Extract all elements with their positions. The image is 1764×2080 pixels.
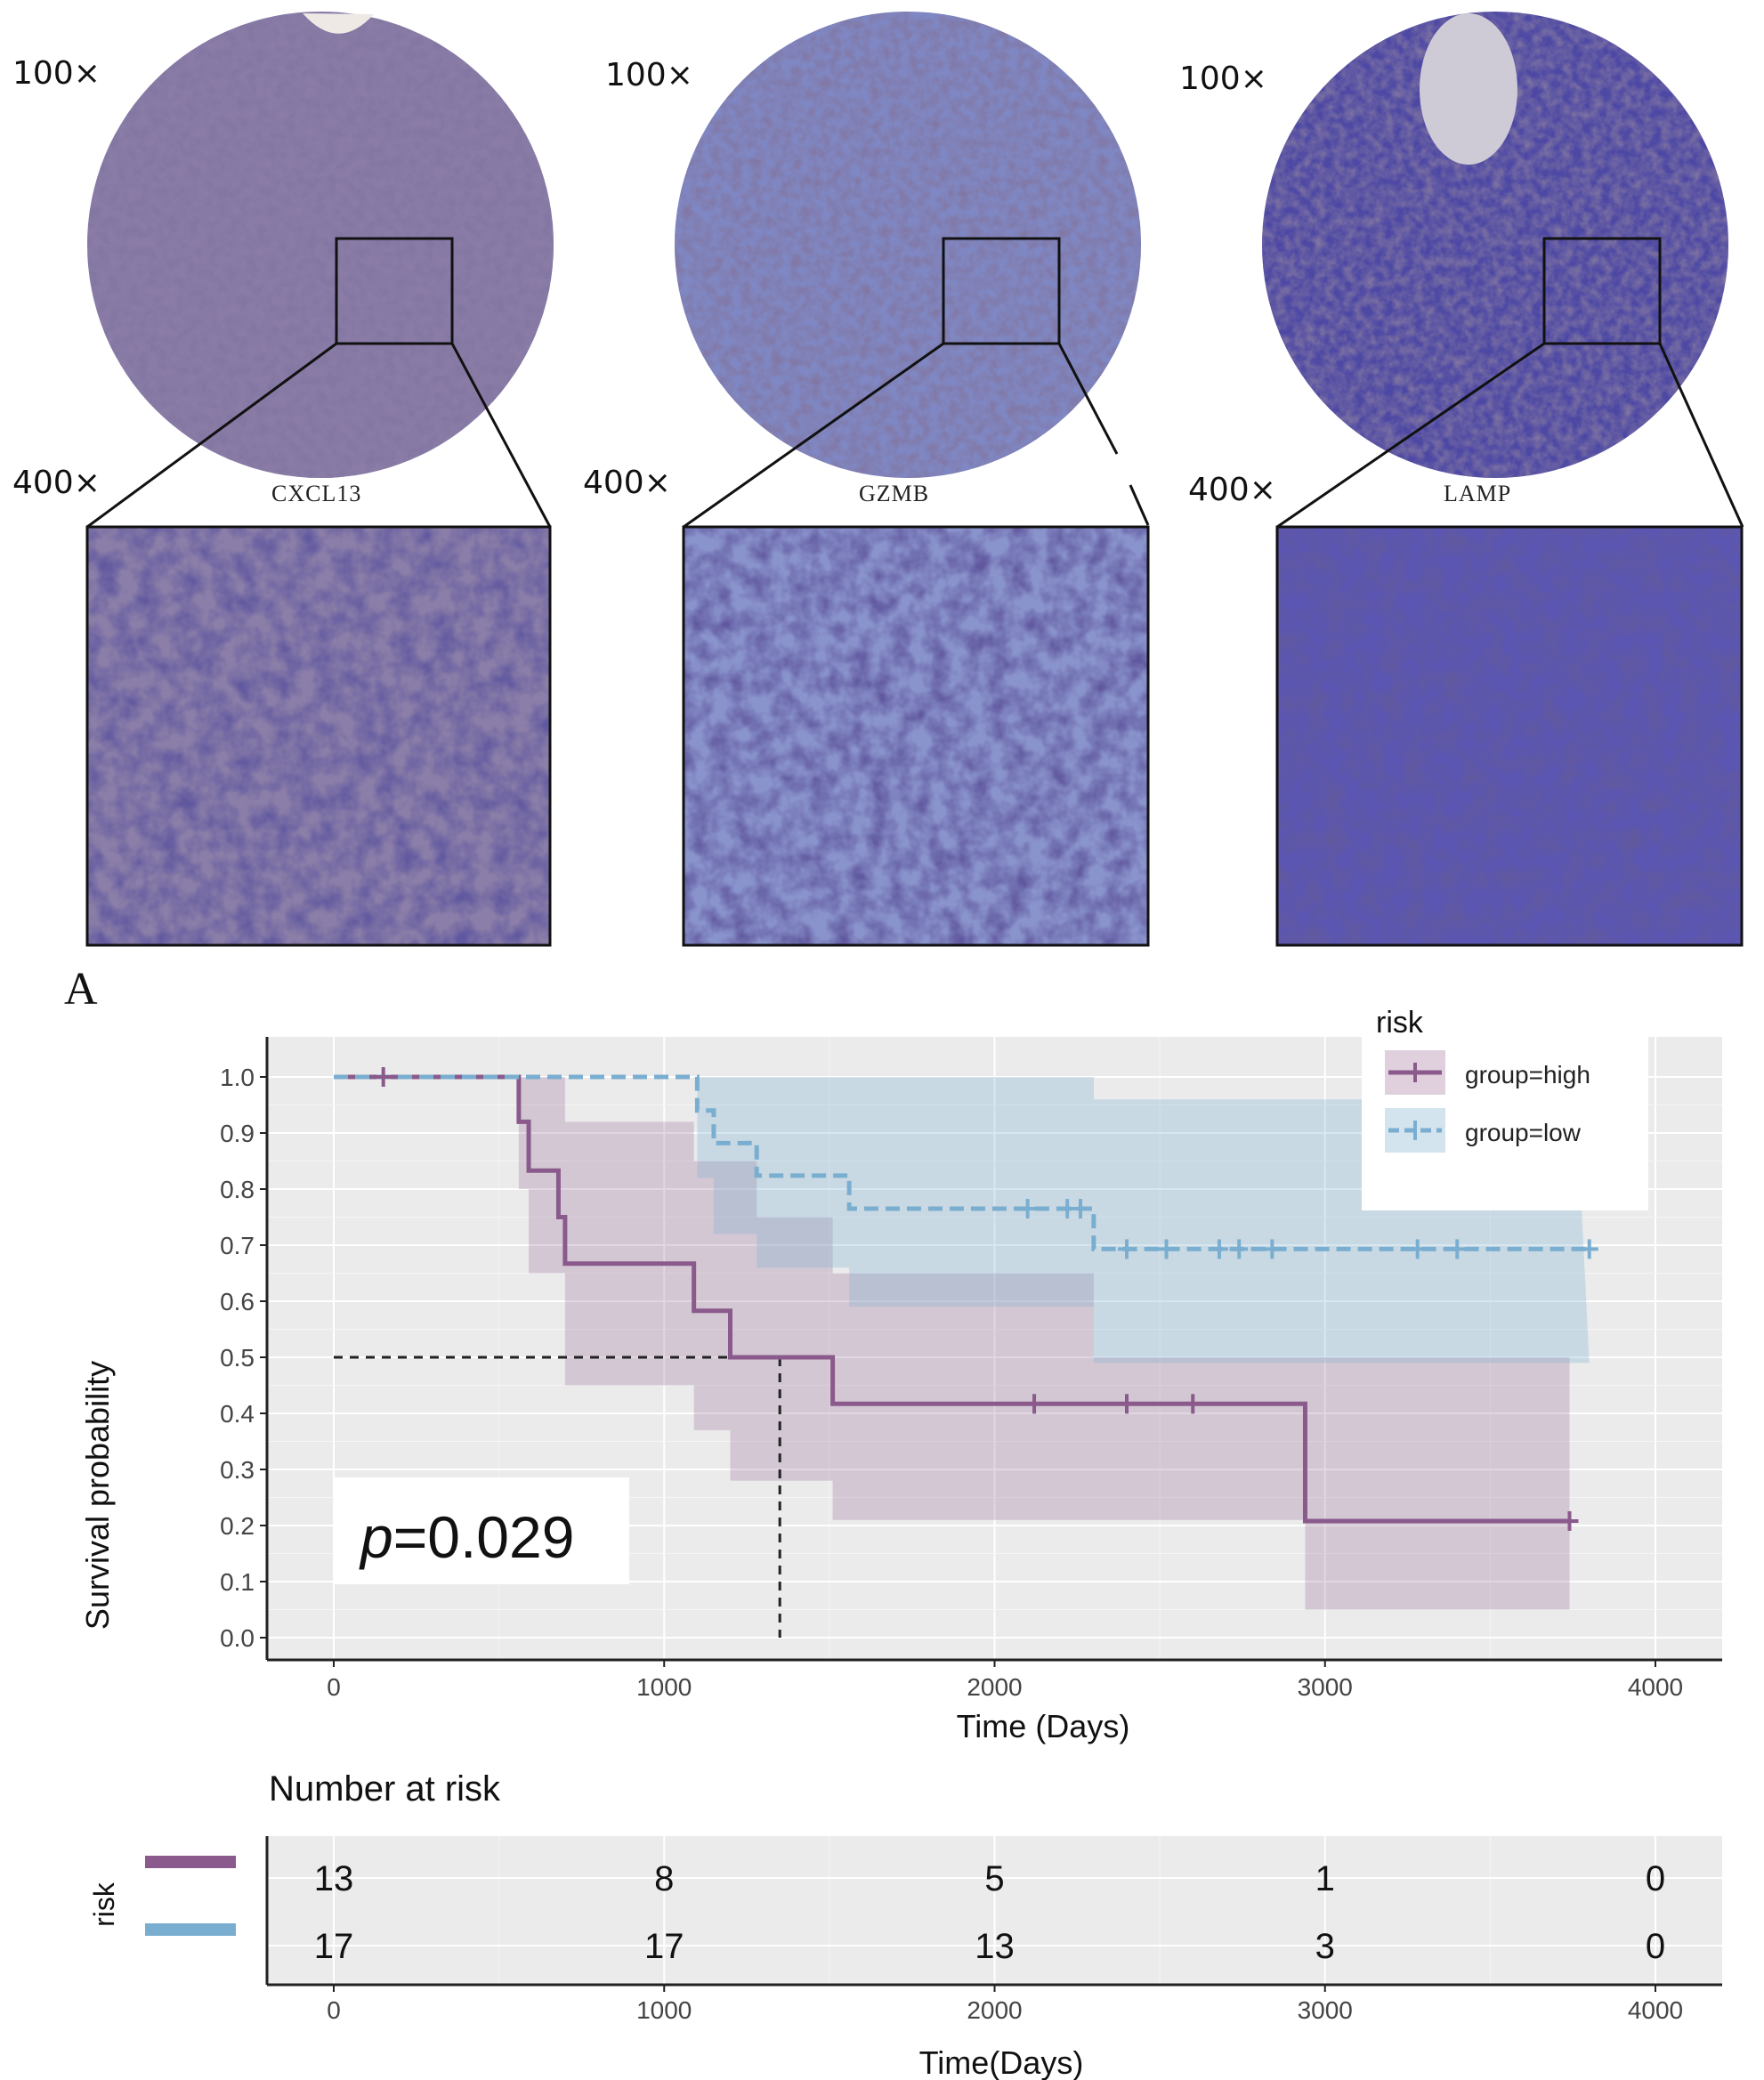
lamp-zoom-line-left bbox=[1276, 342, 1545, 529]
risk-table-x-tick-label: 0 bbox=[327, 1996, 341, 2024]
gzmb-zoom-line-right-end bbox=[1129, 484, 1150, 526]
censor-marks bbox=[374, 1067, 1598, 1531]
cxcl13-stain-label: CXCL13 bbox=[271, 481, 362, 506]
legend-key-high bbox=[1385, 1050, 1445, 1095]
kaplan-meier-chart: 0.0 0.1 0.2 0.3 0.4 0.5 0.6 0.7 0.8 0.9 1.0 0 1000 20… bbox=[79, 1006, 1722, 1744]
risk-table-axis: 0 1000 2000 3000 4000 bbox=[265, 1836, 1722, 2024]
risk-table-cell: 3 bbox=[1315, 1927, 1335, 1966]
risk-table-gridlines bbox=[267, 1836, 1722, 1985]
x-tick-label: 0 bbox=[327, 1673, 341, 1701]
gzmb-zoom-line-left bbox=[683, 342, 944, 529]
p-value-text: =0.029 bbox=[393, 1504, 575, 1570]
risk-table-y-title: risk bbox=[88, 1882, 120, 1927]
risk-table-cell: 13 bbox=[975, 1927, 1015, 1966]
risk-table-x-title: Time(Days) bbox=[919, 2044, 1084, 2080]
gzmb-high-mag-field bbox=[682, 525, 1150, 947]
risk-table-cell: 0 bbox=[1646, 1927, 1665, 1966]
risk-row-key-1 bbox=[145, 1923, 236, 1936]
risk-table-x-tick-label: 4000 bbox=[1628, 1996, 1683, 2024]
cxcl13-zoom-box bbox=[335, 237, 454, 345]
lamp-high-mag-field bbox=[1275, 525, 1744, 947]
y-tick-label: 0.5 bbox=[220, 1344, 255, 1372]
histology-panel: 100× 400× CXCL13 100× 400× GZMB 100× 400… bbox=[0, 0, 1764, 1015]
ci-band-series-1 bbox=[334, 1077, 1590, 1364]
ci-band-series-0 bbox=[334, 1077, 1570, 1610]
risk-row-key-0 bbox=[145, 1856, 236, 1868]
legend-label-high: group=high bbox=[1465, 1061, 1590, 1089]
y-tick-label: 0.3 bbox=[220, 1456, 255, 1484]
gzmb-zoom-box bbox=[942, 237, 1061, 345]
risk-table-cell: 13 bbox=[314, 1859, 354, 1898]
y-tick-label: 0.1 bbox=[220, 1568, 255, 1596]
number-at-risk-table: Number at risk 13 8 5 1 0 17 17 13 3 0 0 1000 2000 3… bbox=[88, 1769, 1722, 2080]
y-tick-label: 0.9 bbox=[220, 1120, 255, 1147]
confidence-bands bbox=[334, 1077, 1590, 1610]
gzmb-low-mag-core bbox=[675, 12, 1141, 478]
risk-table-x-tick-label: 2000 bbox=[967, 1996, 1022, 2024]
risk-table-cell: 0 bbox=[1646, 1859, 1665, 1898]
p-value-symbol: p bbox=[359, 1504, 393, 1570]
y-tick-label: 0.7 bbox=[220, 1232, 255, 1259]
risk-table-cell: 8 bbox=[654, 1859, 674, 1898]
y-axis-title: Survival probability bbox=[79, 1361, 116, 1630]
legend-label-low: group=low bbox=[1465, 1119, 1582, 1146]
histology-figure bbox=[85, 12, 1744, 947]
gzmb-high-mag-label: 400× bbox=[583, 465, 671, 501]
risk-table-cell: 17 bbox=[314, 1927, 354, 1966]
y-tick-label: 0.8 bbox=[220, 1176, 255, 1203]
gzmb-low-mag-label: 100× bbox=[605, 57, 693, 93]
p-value-annotation: p=0.029 bbox=[334, 1477, 629, 1584]
survival-curve-series-1 bbox=[334, 1074, 1590, 1251]
gzmb-stain-label: GZMB bbox=[859, 481, 930, 506]
gzmb-zoom-line-right bbox=[1057, 343, 1119, 455]
x-axis-title: Time (Days) bbox=[957, 1708, 1130, 1744]
x-tick-label: 3000 bbox=[1298, 1673, 1353, 1701]
y-tick-label: 1.0 bbox=[220, 1064, 255, 1091]
x-tick-label: 2000 bbox=[967, 1673, 1022, 1701]
lamp-low-mag-core bbox=[1262, 12, 1728, 478]
cxcl13-high-mag-field bbox=[85, 525, 552, 947]
y-tick-label: 0.0 bbox=[220, 1624, 255, 1652]
lamp-low-mag-label: 100× bbox=[1179, 61, 1267, 97]
legend-title: risk bbox=[1376, 1006, 1424, 1040]
svg-text:p=0.029: p=0.029 bbox=[359, 1504, 574, 1570]
lamp-zoom-line-right bbox=[1658, 343, 1744, 528]
x-tick-label: 4000 bbox=[1628, 1673, 1683, 1701]
cxcl13-low-mag-label: 100× bbox=[12, 55, 101, 92]
legend: risk group=high group=low bbox=[1362, 1006, 1648, 1210]
risk-table-cells: 13 8 5 1 0 17 17 13 3 0 bbox=[314, 1859, 1665, 1966]
cxcl13-zoom-line-left bbox=[86, 342, 337, 529]
risk-table-cell: 1 bbox=[1315, 1859, 1335, 1898]
survival-curves bbox=[334, 1074, 1590, 1524]
x-tick-label: 1000 bbox=[636, 1673, 692, 1701]
cxcl13-high-mag-label: 400× bbox=[12, 465, 101, 501]
cxcl13-low-mag-core bbox=[87, 12, 554, 478]
risk-table-row-keys bbox=[145, 1856, 236, 1936]
plot-axes: 0.0 0.1 0.2 0.3 0.4 0.5 0.6 0.7 0.8 0.9 1.0 0 1000 20… bbox=[220, 1037, 1722, 1701]
lamp-high-mag-label: 400× bbox=[1188, 472, 1276, 508]
y-tick-label: 0.4 bbox=[220, 1400, 255, 1428]
legend-key-low bbox=[1385, 1108, 1445, 1153]
lamp-zoom-box bbox=[1542, 237, 1662, 345]
risk-table-title: Number at risk bbox=[269, 1769, 501, 1809]
y-tick-label: 0.2 bbox=[220, 1512, 255, 1540]
cxcl13-zoom-line-right bbox=[450, 343, 552, 528]
lamp-stain-label: LAMP bbox=[1444, 481, 1512, 506]
median-survival-lines bbox=[334, 1356, 781, 1638]
panel-a-letter: A bbox=[64, 964, 98, 1015]
risk-table-cell: 5 bbox=[984, 1859, 1004, 1898]
risk-table-cell: 17 bbox=[644, 1927, 684, 1966]
risk-table-x-tick-label: 3000 bbox=[1298, 1996, 1353, 2024]
y-tick-label: 0.6 bbox=[220, 1288, 255, 1315]
survival-curve-series-0 bbox=[334, 1074, 1570, 1524]
risk-table-x-tick-label: 1000 bbox=[636, 1996, 692, 2024]
